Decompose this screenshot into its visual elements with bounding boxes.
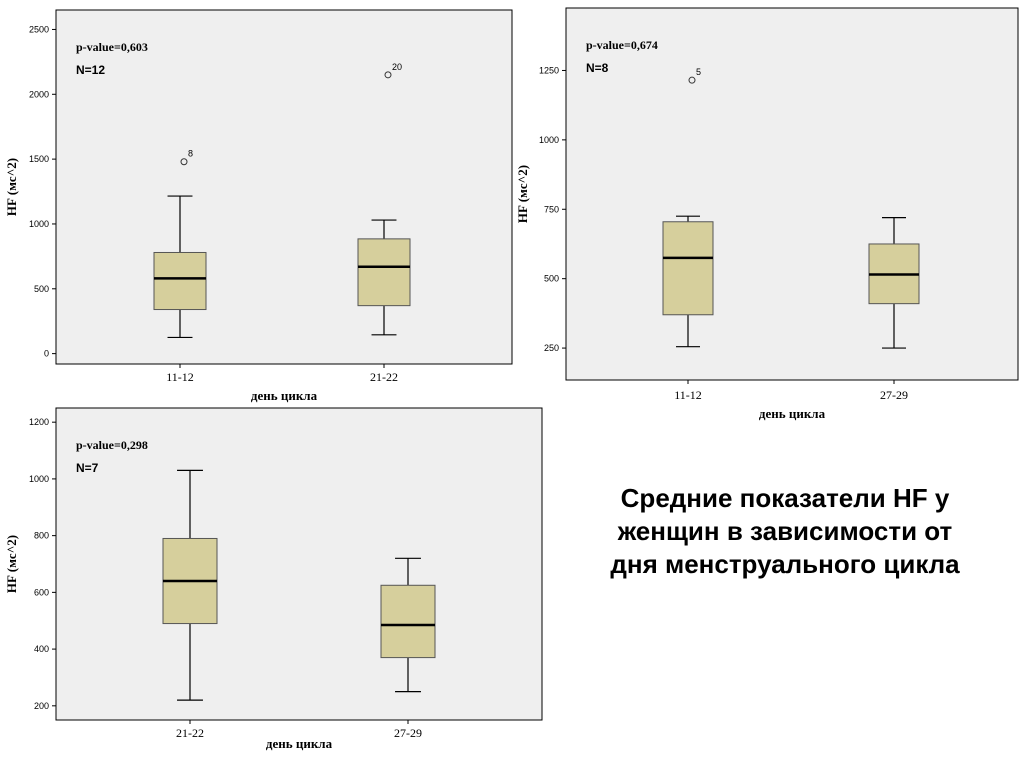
outlier-point: [384, 71, 392, 79]
outlier-label: 20: [392, 62, 402, 72]
y-tick-label: 1200: [29, 417, 49, 427]
plot-area: [565, 7, 1019, 381]
y-tick-label: 500: [34, 284, 49, 294]
box-iqr: [662, 221, 714, 316]
y-tick-label: 2500: [29, 24, 49, 34]
y-tick-label: 600: [34, 587, 49, 597]
n-annotation: N=7: [76, 461, 99, 475]
outlier-point: [688, 76, 696, 84]
y-tick-label: 2000: [29, 89, 49, 99]
box-iqr: [153, 251, 207, 311]
x-category-label: 11-12: [674, 388, 702, 402]
plot-area: [55, 9, 513, 365]
y-tick-label: 500: [544, 274, 559, 284]
p-value-annotation: p-value=0,674: [586, 38, 658, 52]
y-tick-label: 1250: [539, 65, 559, 75]
x-category-label: 11-12: [166, 370, 194, 384]
y-tick-label: 1000: [29, 474, 49, 484]
y-axis-title: HF (мс^2): [4, 535, 19, 593]
y-tick-label: 0: [44, 349, 49, 359]
y-tick-label: 750: [544, 204, 559, 214]
x-axis-title: день цикла: [759, 406, 826, 421]
y-tick-label: 400: [34, 644, 49, 654]
n-annotation: N=12: [76, 63, 105, 77]
x-category-label: 27-29: [880, 388, 908, 402]
x-axis-title: день цикла: [266, 736, 333, 751]
y-tick-label: 800: [34, 531, 49, 541]
box-iqr: [357, 238, 411, 307]
x-category-label: 27-29: [394, 726, 422, 740]
n-annotation: N=8: [586, 61, 609, 75]
x-category-label: 21-22: [176, 726, 204, 740]
outlier-label: 5: [696, 67, 701, 77]
p-value-annotation: p-value=0,298: [76, 438, 148, 452]
p-value-annotation: p-value=0,603: [76, 40, 148, 54]
slide-caption: Средние показатели HF у женщин в зависим…: [610, 483, 960, 579]
y-tick-label: 1000: [539, 135, 559, 145]
x-category-label: 21-22: [370, 370, 398, 384]
outlier-label: 8: [188, 149, 193, 159]
x-axis-title: день цикла: [251, 388, 318, 403]
box-iqr: [380, 584, 436, 659]
y-axis-title: HF (мс^2): [4, 158, 19, 216]
outlier-point: [180, 158, 188, 166]
y-tick-label: 1500: [29, 154, 49, 164]
y-axis-title: HF (мс^2): [515, 165, 530, 223]
y-tick-label: 200: [34, 701, 49, 711]
plot-area: [55, 407, 543, 721]
y-tick-label: 250: [544, 343, 559, 353]
y-tick-label: 1000: [29, 219, 49, 229]
